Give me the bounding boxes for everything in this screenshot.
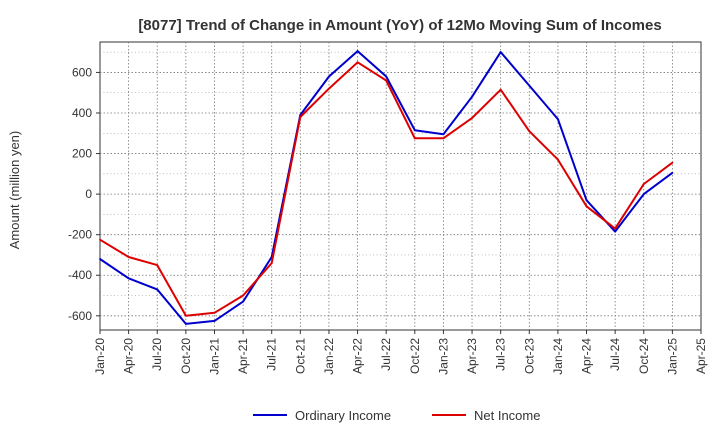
data-point-net-income <box>299 116 302 118</box>
data-point-net-income <box>385 79 388 82</box>
data-point-ordinary-income <box>671 171 674 174</box>
data-point-net-income <box>328 87 330 90</box>
data-point-net-income <box>671 161 674 164</box>
x-tick-label: Jan-25 <box>665 338 679 375</box>
data-point-ordinary-income <box>413 129 416 132</box>
x-tick-label: Apr-24 <box>580 338 594 374</box>
x-tick-label: Jul-22 <box>379 338 393 371</box>
data-point-ordinary-income <box>614 230 617 233</box>
data-point-net-income <box>471 117 473 119</box>
legend-label-net-income: Net Income <box>474 408 540 423</box>
y-tick-label: 600 <box>72 65 92 79</box>
data-point-net-income <box>184 314 187 317</box>
data-point-net-income <box>499 88 502 91</box>
x-tick-label: Jul-21 <box>265 338 279 371</box>
data-point-ordinary-income <box>356 50 359 53</box>
x-tick-label: Jan-24 <box>551 338 565 375</box>
data-point-ordinary-income <box>213 319 216 322</box>
x-tick-label: Apr-20 <box>122 338 136 374</box>
chart-title: [8077] Trend of Change in Amount (YoY) o… <box>138 17 661 34</box>
x-tick-label: Apr-22 <box>351 338 365 374</box>
data-point-net-income <box>99 238 101 241</box>
data-point-ordinary-income <box>99 258 101 260</box>
x-tick-label: Jan-23 <box>436 338 450 375</box>
data-point-net-income <box>614 227 617 230</box>
x-tick-label: Apr-25 <box>694 338 708 374</box>
data-point-net-income <box>270 262 273 264</box>
data-point-net-income <box>242 294 244 297</box>
y-tick-label: -600 <box>68 309 92 323</box>
x-tick-label: Oct-20 <box>179 338 193 374</box>
data-point-ordinary-income <box>127 277 130 280</box>
x-tick-label: Jan-20 <box>93 338 107 375</box>
data-point-net-income <box>585 205 588 208</box>
x-tick-label: Oct-21 <box>293 338 307 374</box>
plot-area: -600 -400 -200 0 200 400 600 Jan-20 Apr-20 Jul-20… <box>68 41 708 375</box>
data-point-ordinary-income <box>471 95 473 98</box>
x-tick-label: Jul-23 <box>494 338 508 371</box>
data-point-net-income <box>642 183 645 185</box>
x-tick-label: Oct-24 <box>637 338 651 374</box>
data-point-ordinary-income <box>642 193 645 196</box>
x-tick-label: Oct-22 <box>408 338 422 374</box>
data-point-ordinary-income <box>528 84 531 87</box>
y-tick-label: 400 <box>72 106 92 120</box>
data-point-net-income <box>156 264 159 266</box>
y-axis-label: Amount (million yen) <box>7 131 22 250</box>
x-tick-label: Apr-21 <box>236 338 250 374</box>
y-tick-label: -400 <box>68 268 92 282</box>
plot-frame <box>99 41 702 331</box>
data-point-net-income <box>528 130 531 133</box>
y-tick-label: 200 <box>72 147 92 161</box>
data-point-net-income <box>356 61 359 64</box>
data-point-ordinary-income <box>442 133 445 136</box>
data-point-net-income <box>413 137 416 140</box>
x-tick-label: Jan-22 <box>322 338 336 375</box>
data-point-ordinary-income <box>184 323 187 325</box>
data-point-ordinary-income <box>499 51 502 54</box>
data-point-ordinary-income <box>242 300 244 303</box>
x-tick-label: Jul-24 <box>608 338 622 371</box>
data-point-net-income <box>127 256 130 258</box>
data-point-ordinary-income <box>156 288 159 291</box>
legend-label-ordinary-income: Ordinary Income <box>295 408 391 423</box>
data-point-ordinary-income <box>557 118 559 120</box>
y-tick-label: -200 <box>68 228 92 242</box>
data-point-net-income <box>213 311 216 314</box>
x-tick-label: Jul-20 <box>150 338 164 371</box>
legend: Ordinary Income Net Income <box>253 408 540 423</box>
x-tick-label: Jan-21 <box>207 338 221 375</box>
data-point-net-income <box>442 137 445 140</box>
data-point-ordinary-income <box>585 199 588 202</box>
x-tick-label: Apr-23 <box>465 338 479 374</box>
data-point-net-income <box>557 158 559 161</box>
x-tick-label: Oct-23 <box>522 338 536 374</box>
y-tick-label: 0 <box>85 187 92 201</box>
data-point-ordinary-income <box>385 75 388 78</box>
data-point-ordinary-income <box>328 75 330 78</box>
